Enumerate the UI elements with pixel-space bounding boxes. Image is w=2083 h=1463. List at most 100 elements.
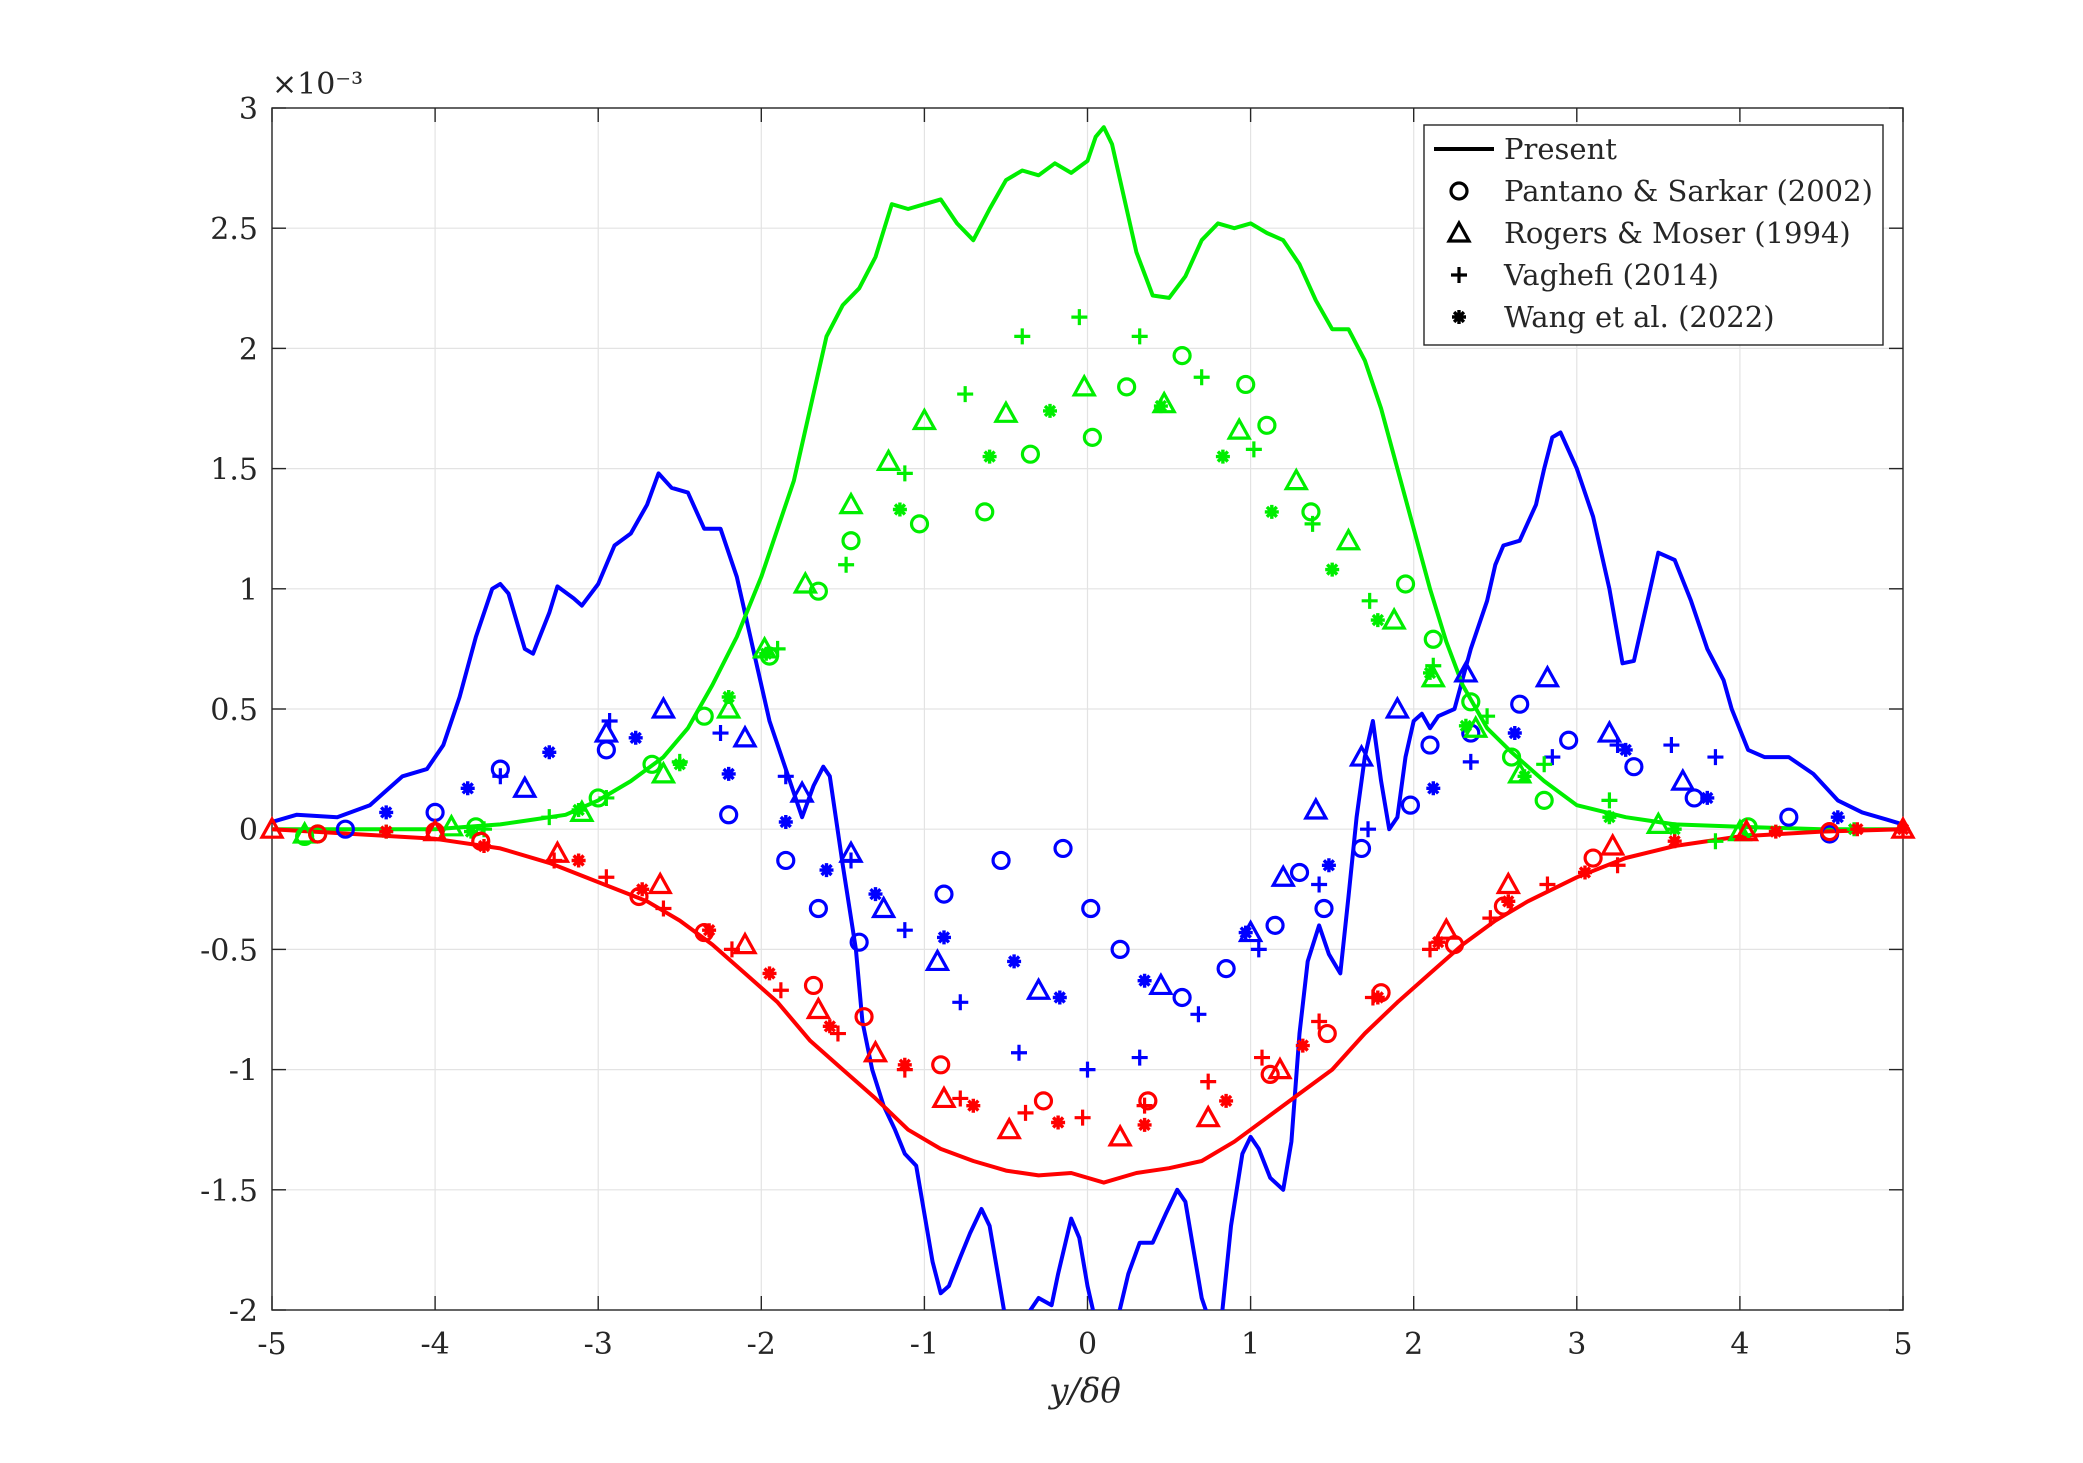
red-triangle-marker <box>996 1116 1022 1140</box>
y-tick-label: -1.5 <box>200 1174 258 1209</box>
blue-series-line <box>1028 1216 1096 1310</box>
red-asterisk-marker <box>1370 990 1385 1005</box>
legend: Present Pantano & Sarkar (2002) Rogers & M… <box>1423 124 1884 346</box>
green-triangle-marker <box>1226 416 1252 440</box>
blue-triangle-marker <box>1025 976 1052 1000</box>
blue-circle-marker <box>1172 987 1192 1008</box>
y-tick-label: 1 <box>239 573 258 608</box>
red-triangle-marker <box>1495 871 1522 895</box>
blue-asterisk-marker <box>1052 990 1067 1005</box>
blue-triangle-marker <box>1453 659 1479 683</box>
green-circle-marker <box>1172 346 1192 366</box>
blue-circle-marker <box>1510 694 1530 714</box>
green-circle-marker <box>1423 629 1443 649</box>
legend-label: Vaghefi (2014) <box>1503 258 1719 292</box>
blue-circle-marker <box>1420 735 1440 755</box>
plot-markers <box>259 309 1916 1147</box>
red-plus-marker <box>1539 876 1556 893</box>
blue-plus-marker <box>777 768 794 785</box>
green-asterisk-marker <box>1458 718 1473 733</box>
y-tick-label: 3 <box>239 92 258 127</box>
green-plus-marker <box>541 809 558 826</box>
blue-triangle-marker <box>1534 664 1561 688</box>
blue-asterisk-marker <box>1618 742 1633 757</box>
blue-circle-marker <box>1081 898 1101 919</box>
y-tick-label: 2.5 <box>210 212 258 247</box>
red-triangle-marker <box>1599 832 1626 856</box>
red-plus-marker <box>1609 857 1626 874</box>
blue-triangle-marker <box>870 895 897 919</box>
green-triangle-marker <box>715 695 742 719</box>
red-asterisk-marker <box>1295 1038 1310 1053</box>
green-asterisk-marker <box>1264 504 1279 519</box>
red-plus-marker <box>1074 1109 1091 1126</box>
blue-triangle-marker <box>1270 863 1296 887</box>
red-asterisk-marker <box>1896 822 1910 837</box>
red-plus-marker <box>1017 1104 1034 1121</box>
x-tick-label: 1 <box>1241 1327 1260 1362</box>
green-circle-marker <box>1257 415 1277 435</box>
green-asterisk-marker <box>1370 613 1385 628</box>
red-circle-marker <box>931 1055 951 1075</box>
blue-plus-marker <box>1079 1061 1096 1078</box>
blue-circle-marker <box>776 850 796 871</box>
red-plus-marker <box>1200 1073 1217 1090</box>
green-asterisk-marker <box>1602 810 1617 825</box>
blue-circle-marker <box>991 850 1011 871</box>
blue-circle-marker <box>596 740 616 760</box>
green-asterisk-marker <box>759 646 774 661</box>
red-circle-marker <box>1583 848 1603 868</box>
red-asterisk-marker <box>1219 1093 1234 1108</box>
red-plus-marker <box>1422 941 1439 958</box>
blue-plus-marker <box>896 922 913 939</box>
red-triangle-marker <box>805 996 832 1020</box>
green-asterisk-marker <box>571 803 586 817</box>
blue-series-line <box>272 471 1006 1310</box>
blue-circle-marker <box>1351 838 1372 859</box>
red-triangle-marker <box>544 839 571 863</box>
green-asterisk-marker <box>982 449 997 464</box>
blue-plus-marker <box>1544 749 1561 766</box>
green-plus-marker <box>769 640 786 657</box>
green-asterisk-marker <box>672 757 687 772</box>
blue-plus-marker <box>1462 753 1479 770</box>
x-tick-label: 2 <box>1404 1327 1423 1362</box>
red-plus-marker <box>1136 1097 1153 1114</box>
blue-plus-marker <box>601 713 618 730</box>
green-circle-marker <box>1082 427 1102 447</box>
red-triangle-marker <box>931 1085 957 1109</box>
blue-asterisk-marker <box>1137 973 1152 988</box>
blue-triangle-marker <box>1670 767 1696 791</box>
blue-asterisk-marker <box>460 781 475 796</box>
blue-asterisk-marker <box>721 766 736 781</box>
green-circle-marker <box>841 531 861 551</box>
blue-asterisk-marker <box>819 863 834 878</box>
y-axis-exponent: ×10⁻³ <box>272 67 363 102</box>
blue-asterisk-marker <box>868 887 883 902</box>
green-asterisk-marker <box>1043 403 1057 418</box>
blue-series-line <box>1117 1187 1208 1310</box>
red-asterisk-marker <box>1667 834 1682 849</box>
red-plus-marker <box>723 941 740 958</box>
legend-asterisk-swatch <box>1452 310 1466 324</box>
green-triangle-marker <box>1645 811 1672 834</box>
blue-asterisk-marker <box>1507 726 1522 740</box>
green-triangle-marker <box>993 400 1019 423</box>
red-circle-marker <box>1138 1091 1158 1111</box>
x-tick-label: 5 <box>1893 1327 1912 1362</box>
blue-circle-marker <box>1400 795 1421 815</box>
red-asterisk-marker <box>702 923 717 938</box>
red-circle-marker <box>1260 1064 1280 1085</box>
blue-circle-marker <box>1559 730 1579 750</box>
blue-triangle-marker <box>1303 796 1329 820</box>
green-triangle-marker <box>911 407 938 431</box>
red-triangle-marker <box>647 871 673 895</box>
green-plus-marker <box>1014 328 1031 345</box>
red-circle-marker <box>1820 822 1840 842</box>
green-plus-marker <box>1479 708 1496 725</box>
green-plus-marker <box>1707 833 1724 850</box>
y-tick-label: -0.5 <box>200 933 258 968</box>
legend-plus-swatch <box>1451 267 1467 283</box>
red-plus-marker <box>1254 1049 1271 1066</box>
